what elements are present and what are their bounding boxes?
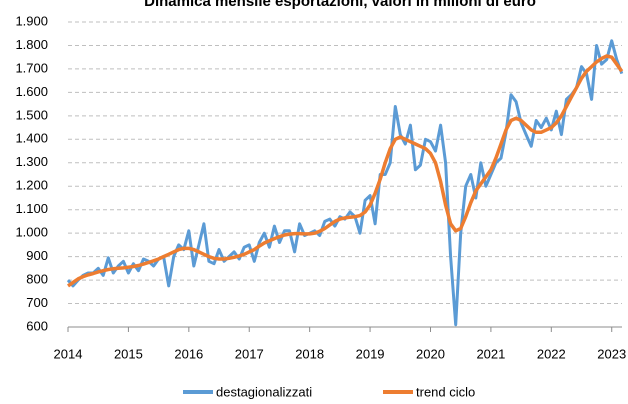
series-line	[66, 39, 624, 327]
y-tick-label: 1.000	[15, 225, 48, 240]
y-tick-label: 1.400	[15, 131, 48, 146]
x-tick-label: 2015	[114, 346, 143, 361]
series-line	[66, 54, 624, 288]
x-tick-label: 2020	[416, 346, 445, 361]
x-tick-label: 2019	[356, 346, 385, 361]
y-tick-label: 700	[26, 295, 48, 310]
x-tick-label: 2021	[476, 346, 505, 361]
chart-title: Dinamica mensile esportazioni, valori in…	[144, 0, 536, 10]
x-tick-label: 2023	[597, 346, 626, 361]
legend-label: destagionalizzati	[216, 384, 312, 399]
x-tick-label: 2018	[295, 346, 324, 361]
y-tick-label: 900	[26, 248, 48, 263]
y-tick-label: 1.500	[15, 107, 48, 122]
y-tick-label: 1.900	[15, 13, 48, 28]
y-tick-label: 1.700	[15, 60, 48, 75]
x-tick-label: 2022	[537, 346, 566, 361]
y-tick-label: 1.600	[15, 84, 48, 99]
x-tick-label: 2016	[174, 346, 203, 361]
x-tick-label: 2017	[235, 346, 264, 361]
y-tick-label: 600	[26, 318, 48, 333]
x-tick-label: 2014	[54, 346, 83, 361]
y-tick-label: 800	[26, 272, 48, 287]
y-tick-label: 1.200	[15, 178, 48, 193]
legend-label: trend ciclo	[416, 384, 475, 399]
y-tick-label: 1.800	[15, 37, 48, 52]
y-tick-label: 1.100	[15, 201, 48, 216]
y-tick-label: 1.300	[15, 154, 48, 169]
